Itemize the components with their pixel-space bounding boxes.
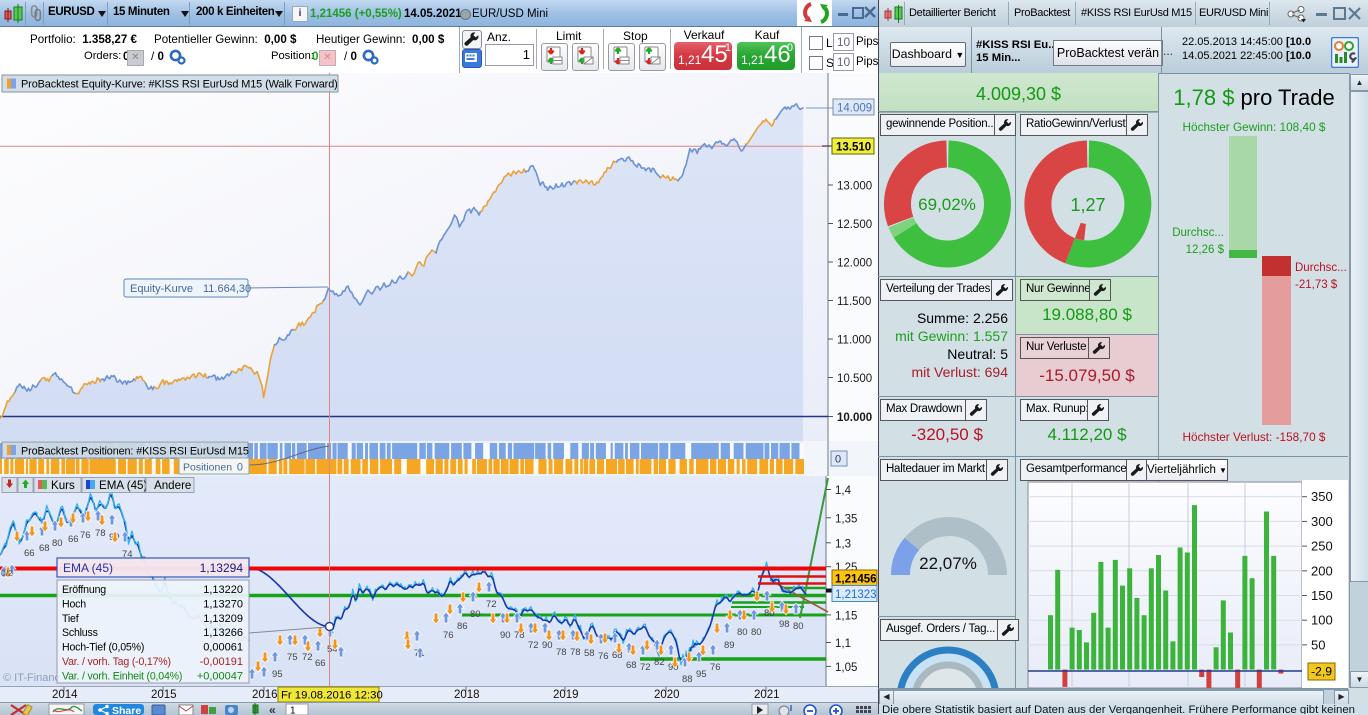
svg-text:1,35: 1,35 — [835, 513, 857, 525]
svg-text:Hoch: Hoch — [62, 598, 86, 610]
svg-text:1,05: 1,05 — [835, 662, 857, 674]
svg-text:90: 90 — [500, 630, 511, 641]
svg-text:69,02%: 69,02% — [918, 195, 976, 214]
svg-text:78: 78 — [570, 647, 581, 658]
svg-text:80: 80 — [751, 627, 762, 638]
svg-text:11.664,30: 11.664,30 — [203, 283, 251, 295]
svg-text:24: 24 — [936, 684, 960, 688]
svg-text:1,13294: 1,13294 — [200, 561, 244, 575]
svg-text:78: 78 — [556, 647, 567, 658]
svg-text:89: 89 — [724, 640, 735, 651]
svg-text:80: 80 — [737, 627, 748, 638]
svg-text:95: 95 — [696, 669, 707, 680]
svg-text:76: 76 — [710, 662, 721, 673]
svg-text:2019: 2019 — [553, 689, 579, 701]
svg-text:1,21323: 1,21323 — [835, 589, 877, 601]
svg-text:68: 68 — [39, 543, 50, 554]
svg-text:-0,00191: -0,00191 — [200, 656, 243, 668]
svg-text:1,13270: 1,13270 — [203, 598, 243, 610]
svg-text:72: 72 — [528, 640, 539, 651]
svg-text:11.000: 11.000 — [837, 335, 871, 347]
svg-text:66: 66 — [68, 534, 79, 545]
svg-text:80: 80 — [52, 538, 63, 549]
svg-text:95: 95 — [272, 669, 283, 680]
svg-text:72: 72 — [486, 599, 497, 610]
svg-text:1,4: 1,4 — [835, 485, 852, 497]
svg-text:Kurs: Kurs — [51, 479, 75, 492]
svg-text:88: 88 — [682, 674, 693, 685]
svg-text:76: 76 — [598, 651, 609, 662]
svg-text:12.500: 12.500 — [837, 219, 872, 231]
svg-text:Positionen: Positionen — [183, 462, 232, 474]
svg-text:2020: 2020 — [654, 689, 680, 701]
svg-text:150: 150 — [1311, 588, 1333, 603]
svg-text:300: 300 — [1311, 514, 1333, 529]
svg-text:10.500: 10.500 — [837, 373, 872, 385]
svg-text:58: 58 — [584, 648, 595, 659]
svg-text:78: 78 — [95, 528, 106, 539]
svg-text:350: 350 — [1311, 489, 1333, 504]
svg-text:Andere: Andere — [154, 479, 191, 492]
svg-text:2015: 2015 — [151, 689, 177, 701]
svg-text:+0,00047: +0,00047 — [197, 670, 243, 682]
svg-text:72: 72 — [302, 652, 313, 663]
svg-text:13.510: 13.510 — [836, 142, 871, 154]
svg-text:14.009: 14.009 — [837, 103, 872, 115]
svg-text:Fr 19.08.2016 12:30: Fr 19.08.2016 12:30 — [281, 690, 383, 702]
svg-text:2021: 2021 — [754, 689, 780, 701]
svg-text:Eröffnung: Eröffnung — [62, 584, 106, 596]
svg-text:82: 82 — [654, 657, 665, 668]
svg-text:2016: 2016 — [252, 689, 278, 701]
svg-text:200: 200 — [1311, 563, 1333, 578]
svg-text:76: 76 — [443, 630, 454, 641]
svg-text:100: 100 — [1311, 613, 1333, 628]
svg-text:80: 80 — [793, 621, 804, 632]
svg-text:1,13220: 1,13220 — [203, 584, 243, 596]
svg-text:12.000: 12.000 — [837, 258, 872, 270]
svg-text:Tief: Tief — [62, 613, 79, 625]
svg-text:11.500: 11.500 — [837, 296, 871, 308]
svg-text:1,21456: 1,21456 — [835, 574, 877, 586]
svg-text:Hoch-Tief (0,05%): Hoch-Tief (0,05%) — [62, 642, 144, 654]
svg-text:75: 75 — [287, 652, 298, 663]
svg-text:1,1: 1,1 — [835, 638, 851, 650]
svg-text:2018: 2018 — [454, 689, 480, 701]
svg-text:Equity-Kurve: Equity-Kurve — [130, 283, 193, 295]
svg-text:250: 250 — [1311, 539, 1333, 554]
svg-text:50: 50 — [1311, 637, 1325, 652]
svg-text:2014: 2014 — [52, 689, 78, 701]
svg-text:98: 98 — [779, 619, 790, 630]
svg-text:0: 0 — [835, 454, 841, 466]
svg-text:0/2: 0/2 — [1, 568, 13, 578]
svg-text:86: 86 — [457, 621, 468, 632]
svg-text:22,07%: 22,07% — [919, 554, 977, 573]
svg-text:13.000: 13.000 — [837, 181, 872, 193]
svg-text:66: 66 — [24, 548, 35, 559]
svg-text:«: « — [269, 703, 276, 715]
svg-text:1,13209: 1,13209 — [203, 613, 243, 625]
svg-text:1,27: 1,27 — [1070, 195, 1105, 215]
svg-text:66: 66 — [315, 658, 326, 669]
svg-text:90: 90 — [542, 640, 553, 651]
svg-text:76: 76 — [80, 530, 91, 541]
svg-text:80: 80 — [470, 609, 481, 620]
svg-text:ProBacktest Equity-Kurve: #KIS: ProBacktest Equity-Kurve: #KISS RSI EurU… — [21, 79, 338, 91]
svg-text:EMA (45): EMA (45) — [99, 479, 147, 492]
svg-text:1,13266: 1,13266 — [203, 627, 243, 639]
svg-text:0,00061: 0,00061 — [203, 642, 243, 654]
svg-text:72: 72 — [640, 662, 651, 673]
svg-text:0: 0 — [237, 462, 243, 474]
svg-text:-2,9: -2,9 — [1311, 665, 1332, 679]
svg-text:Var. / vorh. Tag (-0,17%): Var. / vorh. Tag (-0,17%) — [62, 656, 171, 668]
svg-text:10.000: 10.000 — [837, 412, 872, 424]
svg-text:Var. / vorh. Einheit (0,04%): Var. / vorh. Einheit (0,04%) — [62, 670, 182, 682]
svg-text:1,15: 1,15 — [835, 610, 857, 622]
svg-text:ProBacktest Positionen: #KISS: ProBacktest Positionen: #KISS RSI EurUsd… — [21, 446, 249, 458]
svg-text:EMA (45): EMA (45) — [63, 561, 113, 575]
svg-text:1,3: 1,3 — [835, 538, 851, 550]
svg-text:Schluss: Schluss — [62, 627, 98, 639]
svg-text:68: 68 — [626, 660, 637, 671]
svg-text:© IT-Financ: © IT-Financ — [3, 672, 61, 684]
